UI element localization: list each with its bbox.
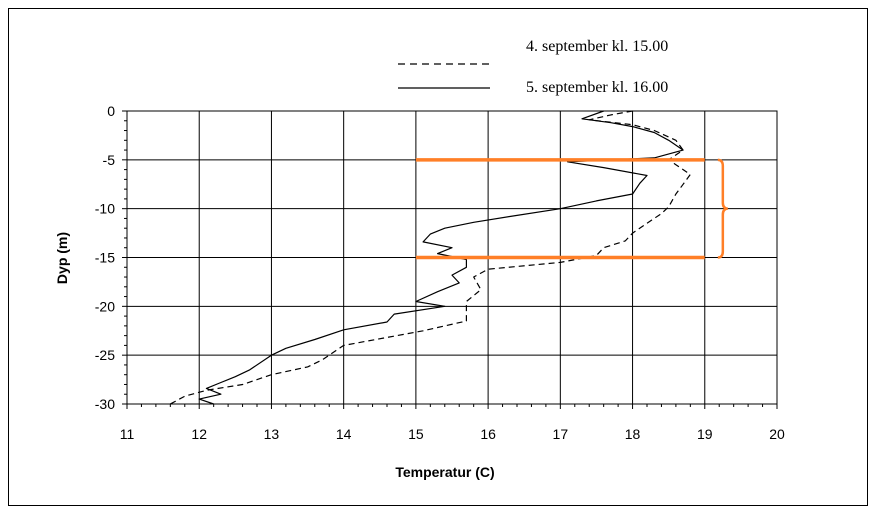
x-tick-label: 17: [553, 426, 569, 442]
x-tick-label: 20: [769, 426, 785, 442]
x-tick-label: 15: [408, 426, 424, 442]
x-tick-label: 14: [336, 426, 352, 442]
y-tick-label: -25: [95, 347, 115, 363]
y-tick-labels: 0 -5 -10 -15 -20 -25 -30: [95, 103, 115, 412]
series-line-sep5: [198, 110, 684, 405]
y-tick-label: -30: [95, 396, 115, 412]
y-tick-label: -5: [103, 152, 116, 168]
y-tick-label: -10: [95, 201, 115, 217]
legend-entry-sep4: 4. september kl. 15.00: [526, 38, 668, 55]
legend-entry-sep5: 5. september kl. 16.00: [526, 79, 668, 96]
x-tick-labels: 11 12 13 14 15 16 17 18 19 20: [120, 426, 785, 442]
x-tick-label: 12: [191, 426, 207, 442]
x-tick-label: 16: [480, 426, 496, 442]
x-tick-label: 13: [264, 426, 280, 442]
series-layer: [170, 110, 691, 405]
x-tick-label: 19: [697, 426, 713, 442]
y-tick-label: -20: [95, 298, 115, 314]
x-tick-label: 18: [625, 426, 641, 442]
series-line-sep4: [170, 110, 691, 405]
axis-minor-ticks: [122, 110, 778, 409]
x-axis-label: Temperatur (C): [395, 464, 494, 480]
legend: 4. september kl. 15.00 5. september kl. …: [398, 38, 668, 96]
y-tick-label: 0: [107, 103, 115, 119]
x-tick-label: 11: [120, 426, 135, 442]
annotation-layer: [415, 158, 728, 260]
y-axis-label: Dyp (m): [54, 232, 70, 284]
y-tick-label: -15: [95, 250, 115, 266]
annotation-brace: [717, 158, 728, 259]
